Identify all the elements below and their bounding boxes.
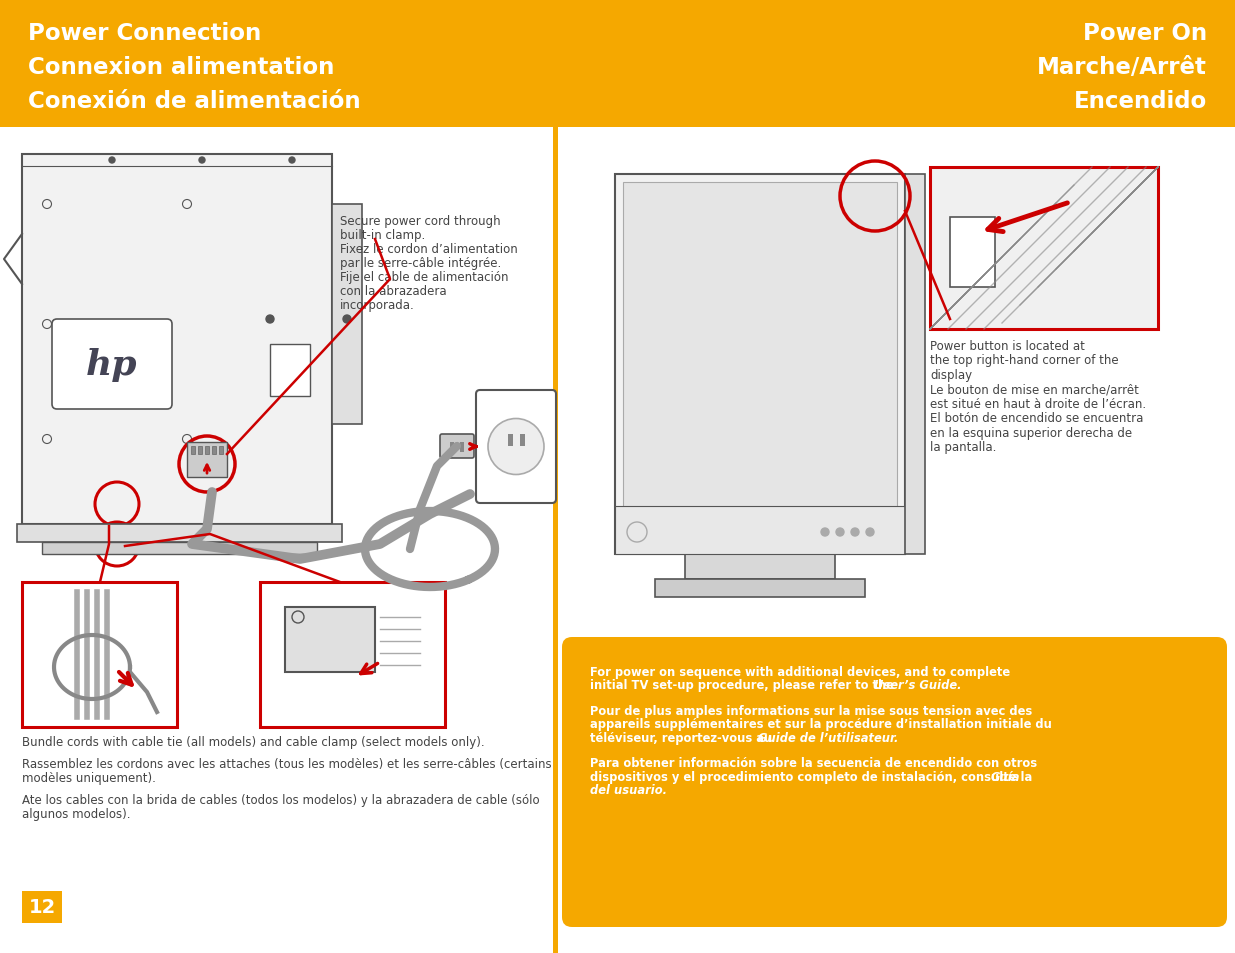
Bar: [553, 128, 558, 953]
Text: Power Connection: Power Connection: [28, 22, 262, 45]
Text: Le bouton de mise en marche/arrêt: Le bouton de mise en marche/arrêt: [930, 383, 1139, 396]
Text: Guía: Guía: [990, 770, 1020, 783]
Text: dispositivos y el procedimiento completo de instalación, consulte la: dispositivos y el procedimiento completo…: [590, 770, 1036, 783]
Bar: [655, 579, 864, 598]
Text: Marche/Arrêt: Marche/Arrêt: [1037, 55, 1207, 78]
Circle shape: [836, 529, 844, 537]
Bar: [17, 524, 342, 542]
Bar: [622, 183, 897, 507]
Text: Power button is located at: Power button is located at: [930, 339, 1084, 353]
Bar: [0, 0, 1235, 128]
Bar: [42, 542, 317, 555]
Text: User’s Guide.: User’s Guide.: [874, 679, 962, 692]
Bar: [22, 582, 177, 727]
Text: incorporada.: incorporada.: [340, 298, 415, 312]
Bar: [198, 447, 203, 455]
Text: la pantalla.: la pantalla.: [930, 441, 997, 454]
Text: Pour de plus amples informations sur la mise sous tension avec des: Pour de plus amples informations sur la …: [590, 704, 1032, 718]
Text: Secure power cord through: Secure power cord through: [340, 214, 500, 228]
Bar: [22, 154, 332, 524]
Circle shape: [199, 158, 205, 164]
Text: hp: hp: [86, 348, 138, 381]
Bar: [285, 607, 375, 672]
Circle shape: [851, 529, 860, 537]
Circle shape: [343, 315, 351, 324]
FancyBboxPatch shape: [52, 319, 172, 410]
Circle shape: [866, 529, 874, 537]
Bar: [219, 447, 224, 455]
Bar: [270, 345, 310, 396]
Text: en la esquina superior derecha de: en la esquina superior derecha de: [930, 427, 1132, 439]
Text: display: display: [930, 369, 972, 381]
Bar: [930, 168, 1158, 330]
Bar: [520, 435, 525, 447]
Bar: [191, 447, 195, 455]
Text: appareils supplémentaires et sur la procédure d’installation initiale du: appareils supplémentaires et sur la proc…: [590, 718, 1052, 731]
Text: built-in clamp.: built-in clamp.: [340, 229, 425, 242]
FancyBboxPatch shape: [475, 391, 556, 503]
Text: del usuario.: del usuario.: [590, 783, 667, 797]
Circle shape: [821, 529, 829, 537]
Text: the top right-hand corner of the: the top right-hand corner of the: [930, 355, 1119, 367]
Bar: [905, 174, 925, 555]
Text: est situé en haut à droite de l’écran.: est situé en haut à droite de l’écran.: [930, 397, 1146, 411]
Bar: [615, 174, 905, 555]
Bar: [508, 435, 513, 447]
Text: Para obtener información sobre la secuencia de encendido con otros: Para obtener información sobre la secuen…: [590, 757, 1037, 770]
Text: Guide de l’utilisateur.: Guide de l’utilisateur.: [758, 731, 899, 744]
Circle shape: [289, 158, 295, 164]
FancyBboxPatch shape: [440, 435, 474, 458]
Text: 12: 12: [28, 898, 56, 917]
Text: modèles uniquement).: modèles uniquement).: [22, 771, 156, 784]
Text: par le serre-câble intégrée.: par le serre-câble intégrée.: [340, 256, 501, 270]
Text: algunos modelos).: algunos modelos).: [22, 807, 131, 821]
Text: Fije el cable de alimentación: Fije el cable de alimentación: [340, 271, 509, 284]
Circle shape: [266, 315, 274, 324]
Text: Encendido: Encendido: [1073, 90, 1207, 112]
Circle shape: [488, 419, 543, 475]
Bar: [212, 447, 216, 455]
Text: Rassemblez les cordons avec les attaches (tous les modèles) et les serre-câbles : Rassemblez les cordons avec les attaches…: [22, 758, 552, 770]
Text: con la abrazadera: con la abrazadera: [340, 285, 447, 297]
Bar: [186, 442, 227, 477]
Text: Bundle cords with cable tie (all models) and cable clamp (select models only).: Bundle cords with cable tie (all models)…: [22, 735, 484, 748]
Bar: [205, 447, 209, 455]
Bar: [950, 218, 995, 288]
Text: Connexion alimentation: Connexion alimentation: [28, 55, 335, 78]
Circle shape: [109, 158, 115, 164]
Text: Fixez le cordon d’alimentation: Fixez le cordon d’alimentation: [340, 243, 517, 255]
Bar: [261, 582, 445, 727]
FancyBboxPatch shape: [562, 638, 1228, 927]
Text: téléviseur, reportez-vous au: téléviseur, reportez-vous au: [590, 731, 777, 744]
Bar: [332, 205, 362, 424]
Text: El botón de encendido se encuentra: El botón de encendido se encuentra: [930, 412, 1144, 425]
Bar: [685, 555, 835, 579]
Bar: [22, 891, 62, 923]
Text: Conexión de alimentación: Conexión de alimentación: [28, 90, 361, 112]
Text: Power On: Power On: [1083, 22, 1207, 45]
Text: initial TV set-up procedure, please refer to the: initial TV set-up procedure, please refe…: [590, 679, 898, 692]
Bar: [615, 506, 905, 555]
Text: Ate los cables con la brida de cables (todos los modelos) y la abrazadera de cab: Ate los cables con la brida de cables (t…: [22, 793, 540, 806]
Bar: [459, 442, 464, 453]
Text: For power on sequence with additional devices, and to complete: For power on sequence with additional de…: [590, 665, 1010, 679]
Bar: [450, 442, 454, 453]
